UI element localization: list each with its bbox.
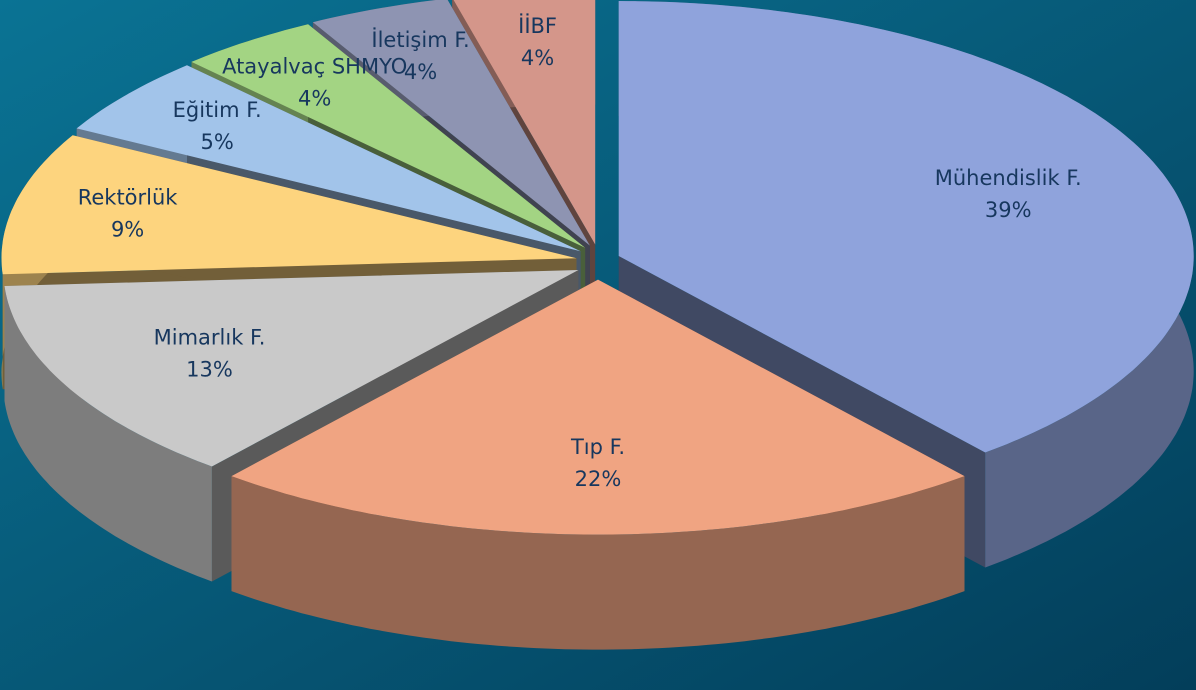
slice-value-label: 4% — [521, 46, 554, 70]
slice — [453, 0, 596, 245]
slice — [76, 65, 581, 252]
slice — [618, 1, 1194, 453]
slice-label: Rektörlük — [78, 186, 179, 210]
slice-label: Eğitim F. — [173, 98, 262, 122]
slice — [1, 135, 577, 275]
slice-wall — [231, 476, 965, 650]
slice-value-label: 39% — [985, 198, 1032, 222]
slice-value-label: 4% — [404, 60, 437, 84]
slice — [231, 279, 965, 535]
slice-label: Mimarlık F. — [154, 325, 266, 349]
slice — [191, 24, 586, 248]
slice-value-label: 13% — [186, 357, 233, 381]
slice-label: Atayalvaç SHMYO — [222, 55, 407, 79]
slice-value-label: 22% — [575, 467, 622, 491]
slice-label: İletişim F. — [371, 27, 469, 52]
slice-wall — [4, 286, 212, 582]
slice-label: Mühendislik F. — [935, 166, 1082, 190]
slice-value-label: 5% — [200, 130, 233, 154]
slice — [4, 270, 579, 467]
slice-label: İİBF — [518, 13, 557, 38]
slice-value-label: 9% — [111, 218, 144, 242]
slice-label: Tıp F. — [570, 435, 625, 459]
slice — [312, 0, 590, 246]
slice-value-label: 4% — [298, 87, 331, 111]
